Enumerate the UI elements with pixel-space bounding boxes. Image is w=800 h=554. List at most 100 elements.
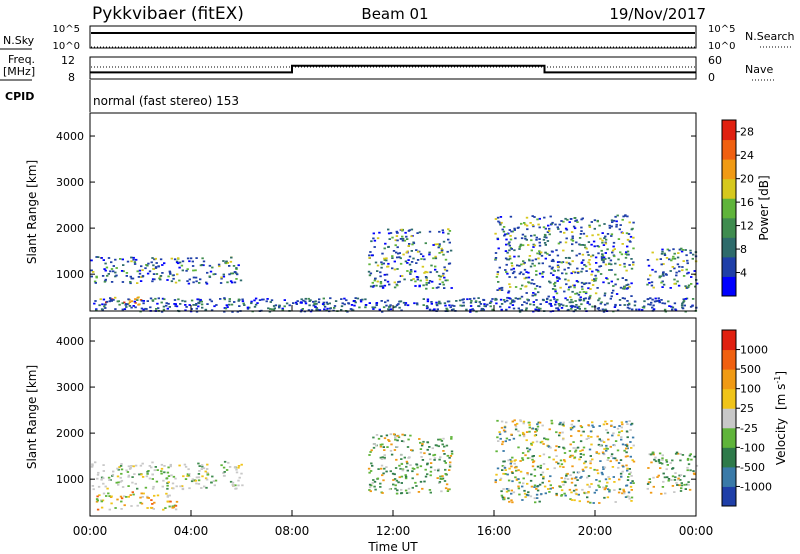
echo-cell <box>604 241 607 244</box>
echo-cell <box>624 496 628 498</box>
echo-cell <box>537 291 540 294</box>
echo-cell <box>628 468 631 470</box>
echo-cell <box>632 444 635 447</box>
echo-cell <box>518 310 522 313</box>
echo-cell <box>322 301 325 304</box>
echo-cell <box>241 484 244 487</box>
echo-cell <box>649 303 652 306</box>
echo-cell <box>498 289 502 291</box>
echo-cell <box>173 299 177 301</box>
echo-cell <box>384 279 387 282</box>
echo-cell <box>141 496 144 498</box>
echo-cell <box>623 265 626 268</box>
echo-cell <box>231 481 235 484</box>
echo-cell <box>201 306 204 309</box>
echo-cell <box>504 257 508 260</box>
echo-cell <box>527 450 530 453</box>
echo-cell <box>501 228 504 231</box>
echo-cell <box>579 425 583 427</box>
echo-cell <box>676 280 679 283</box>
echo-cell <box>469 301 473 304</box>
echo-cell <box>622 465 625 468</box>
echo-cell <box>228 265 231 267</box>
echo-cell <box>160 470 163 473</box>
echo-cell <box>424 475 428 478</box>
colorbar-swatch <box>722 349 736 370</box>
echo-cell <box>91 464 94 467</box>
echo-cell <box>230 272 233 275</box>
echo-cell <box>518 309 522 312</box>
echo-cell <box>661 250 664 253</box>
echo-cell <box>677 477 680 480</box>
echo-cell <box>392 483 395 486</box>
echo-cell <box>660 492 663 495</box>
echo-cell <box>534 258 538 261</box>
echo-cell <box>547 230 551 232</box>
echo-cell <box>600 259 604 261</box>
echo-cell <box>450 452 454 455</box>
echo-cell <box>565 474 568 477</box>
echo-cell <box>406 446 410 448</box>
echo-cell <box>517 485 520 488</box>
echo-cell <box>462 301 465 304</box>
echo-cell <box>234 484 237 487</box>
echo-cell <box>381 492 384 494</box>
echo-cell <box>130 465 133 467</box>
echo-cell <box>194 304 198 306</box>
echo-cell <box>511 501 514 504</box>
echo-cell <box>667 478 671 480</box>
echo-cell <box>278 306 281 308</box>
echo-cell <box>118 466 121 468</box>
echo-cell <box>546 240 550 242</box>
echo-cell <box>536 485 539 488</box>
echo-cell <box>567 279 570 282</box>
echo-cell <box>100 499 103 502</box>
echo-cell <box>438 458 441 461</box>
echo-cell <box>556 226 559 229</box>
echo-cell <box>601 308 604 311</box>
echo-cell <box>442 437 445 440</box>
echo-cell <box>598 425 601 427</box>
echo-cell <box>491 298 494 300</box>
echo-cell <box>208 264 212 267</box>
echo-cell <box>531 259 534 262</box>
echo-cell <box>100 500 103 503</box>
echo-cell <box>620 253 624 256</box>
echo-cell <box>408 491 411 494</box>
echo-cell <box>368 254 371 257</box>
echo-cell <box>387 228 390 231</box>
echo-cell <box>110 502 113 505</box>
echo-cell <box>608 224 611 227</box>
echo-cell <box>163 298 166 301</box>
echo-cell <box>375 302 379 304</box>
echo-cell <box>629 471 632 474</box>
echo-cell <box>417 491 421 493</box>
echo-cell <box>525 439 528 442</box>
echo-cell <box>561 272 564 275</box>
echo-cell <box>526 494 530 497</box>
echo-cell <box>328 302 331 305</box>
echo-cell <box>401 235 404 238</box>
echo-cell <box>313 302 316 305</box>
echo-cell <box>129 282 132 285</box>
echo-cell <box>410 235 413 238</box>
echo-cell <box>557 228 560 230</box>
echo-cell <box>229 280 233 283</box>
echo-cell <box>132 465 135 468</box>
echo-cell <box>598 480 601 483</box>
echo-cell <box>686 262 689 265</box>
echo-cell <box>166 307 169 310</box>
echo-cell <box>187 468 190 471</box>
echo-cell <box>507 488 510 490</box>
echo-cell <box>400 440 404 442</box>
echo-cell <box>505 238 508 241</box>
echo-cell <box>394 239 397 242</box>
echo-cell <box>646 259 650 261</box>
echo-cell <box>222 260 225 262</box>
echo-cell <box>174 305 177 307</box>
echo-cell <box>431 447 434 450</box>
echo-cell <box>165 477 169 480</box>
echo-cell <box>514 237 517 240</box>
echo-cell <box>112 470 115 473</box>
echo-cell <box>372 446 376 449</box>
